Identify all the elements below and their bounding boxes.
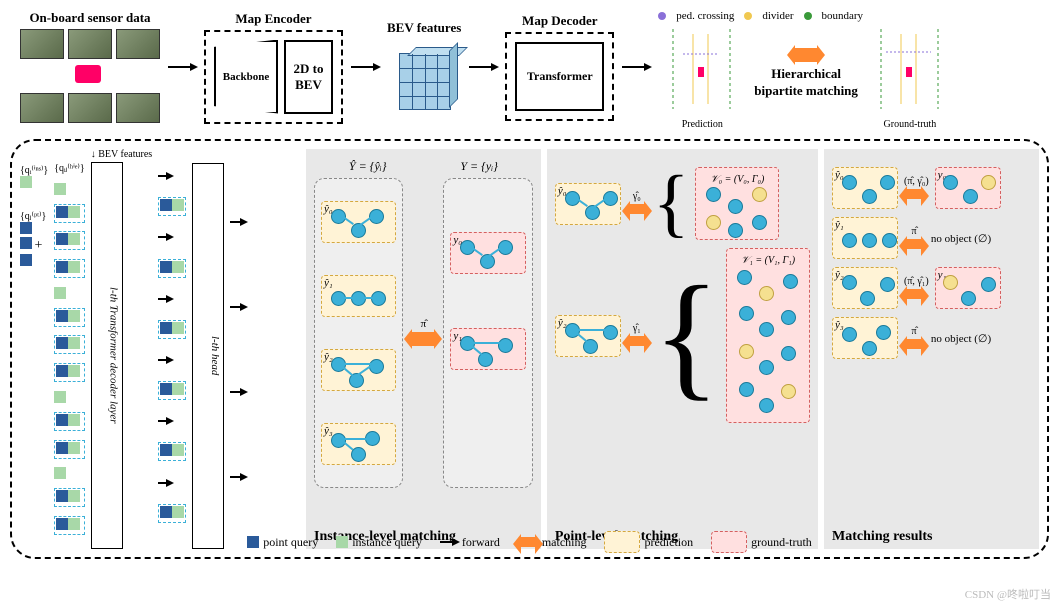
result-row: ŷ₂ (π̂, γ̂₁) y₁ bbox=[832, 267, 1031, 309]
class-legend: ped. crossing divider boundary bbox=[658, 10, 954, 22]
cam-img bbox=[116, 93, 160, 123]
decoder-layer: l-th Transformer decoder layer bbox=[91, 162, 123, 549]
bev-label: BEV features bbox=[387, 20, 461, 36]
bnd-dot bbox=[804, 12, 812, 20]
match-arrow-icon bbox=[629, 336, 645, 346]
point-panel: ŷ₀ γ̂₀ { 𝒱₀ = (V₀, Γ₀) ŷ₂ γ̂₁ { 𝒱₁ = (V₁… bbox=[547, 149, 818, 549]
watermark: CSDN @咚啦叮当 bbox=[965, 586, 1051, 602]
gt-map: Ground-truth bbox=[866, 24, 954, 124]
arrow-icon bbox=[469, 66, 497, 68]
instance-query-icon bbox=[20, 176, 32, 188]
point-query-icon bbox=[20, 222, 32, 234]
encoder-label: Map Encoder bbox=[204, 11, 343, 27]
cam-img bbox=[20, 29, 64, 59]
match-arrow-icon bbox=[629, 204, 645, 214]
point-query-icon bbox=[247, 536, 259, 548]
top-pipeline: On-board sensor data Map Encoder Backbon… bbox=[0, 0, 1059, 134]
cam-img bbox=[116, 29, 160, 59]
prediction-map: Prediction bbox=[658, 24, 746, 124]
cam-img bbox=[68, 93, 112, 123]
decoder-block: Map Decoder Transformer bbox=[505, 13, 614, 121]
instance-query-icon bbox=[336, 536, 348, 548]
decoder-label: Map Decoder bbox=[505, 13, 614, 29]
bev-box: 2D to BEV bbox=[284, 40, 333, 114]
result-row: ŷ₃ π̂ no object (∅) bbox=[832, 317, 1031, 359]
backbone-box: Backbone bbox=[214, 40, 278, 114]
match-arrow-icon bbox=[520, 537, 536, 547]
ped-dot bbox=[658, 12, 666, 20]
div-dot bbox=[744, 12, 752, 20]
instance-panel: Ŷ = {ŷᵢ}Y = {yᵢ} ŷ₀ ŷ₁ ŷ₂ ŷ₃ π̂ y₀ y₁ In… bbox=[306, 149, 541, 549]
arrow-icon bbox=[351, 66, 379, 68]
sensor-block: On-board sensor data bbox=[20, 10, 160, 124]
forward-arrow-icon bbox=[440, 541, 458, 543]
bev-features: BEV features bbox=[387, 20, 461, 114]
ego-car-icon bbox=[75, 65, 101, 83]
result-row: ŷ₀ (π̂, γ̂₀) y₀ bbox=[832, 167, 1031, 209]
hmatch-label: Hierarchicalbipartite matching bbox=[754, 48, 858, 100]
match-arrow-icon bbox=[794, 48, 818, 62]
encoder-block: Map Encoder Backbone 2D to BEV bbox=[204, 11, 343, 124]
cam-img bbox=[20, 93, 64, 123]
result-row: ŷ₁ π̂ no object (∅) bbox=[832, 217, 1031, 259]
arrow-icon bbox=[168, 66, 196, 68]
cam-img bbox=[68, 29, 112, 59]
arrow-icon bbox=[622, 66, 650, 68]
bottom-legend: point query instance query forward match… bbox=[10, 531, 1049, 553]
transformer-box: Transformer bbox=[515, 42, 604, 111]
decoder-structure: {qᵢ⁽ⁱⁿˢ⁾} {qⱼ⁽ᵖᵗ⁾} + {qᵢⱼ⁽ʰⁱᵉ⁾} ↓ BEV fe… bbox=[20, 149, 300, 549]
head-layer: l-th head bbox=[192, 163, 224, 549]
results-panel: ŷ₀ (π̂, γ̂₀) y₀ ŷ₁ π̂ no object (∅) ŷ₂ (… bbox=[824, 149, 1039, 549]
prediction-swatch bbox=[604, 531, 640, 553]
match-arrow-icon bbox=[411, 332, 435, 346]
sensor-label: On-board sensor data bbox=[20, 10, 160, 26]
gt-swatch bbox=[711, 531, 747, 553]
